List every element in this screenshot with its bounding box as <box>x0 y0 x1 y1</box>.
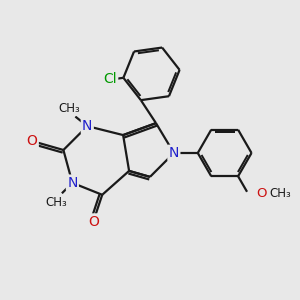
Text: Cl: Cl <box>103 72 117 86</box>
Text: CH₃: CH₃ <box>58 102 80 115</box>
Text: CH₃: CH₃ <box>45 196 67 209</box>
Text: O: O <box>27 134 38 148</box>
Text: N: N <box>169 146 179 160</box>
Text: CH₃: CH₃ <box>269 187 291 200</box>
Text: O: O <box>257 187 267 200</box>
Text: O: O <box>88 215 99 229</box>
Text: N: N <box>82 119 92 133</box>
Text: N: N <box>67 176 77 190</box>
